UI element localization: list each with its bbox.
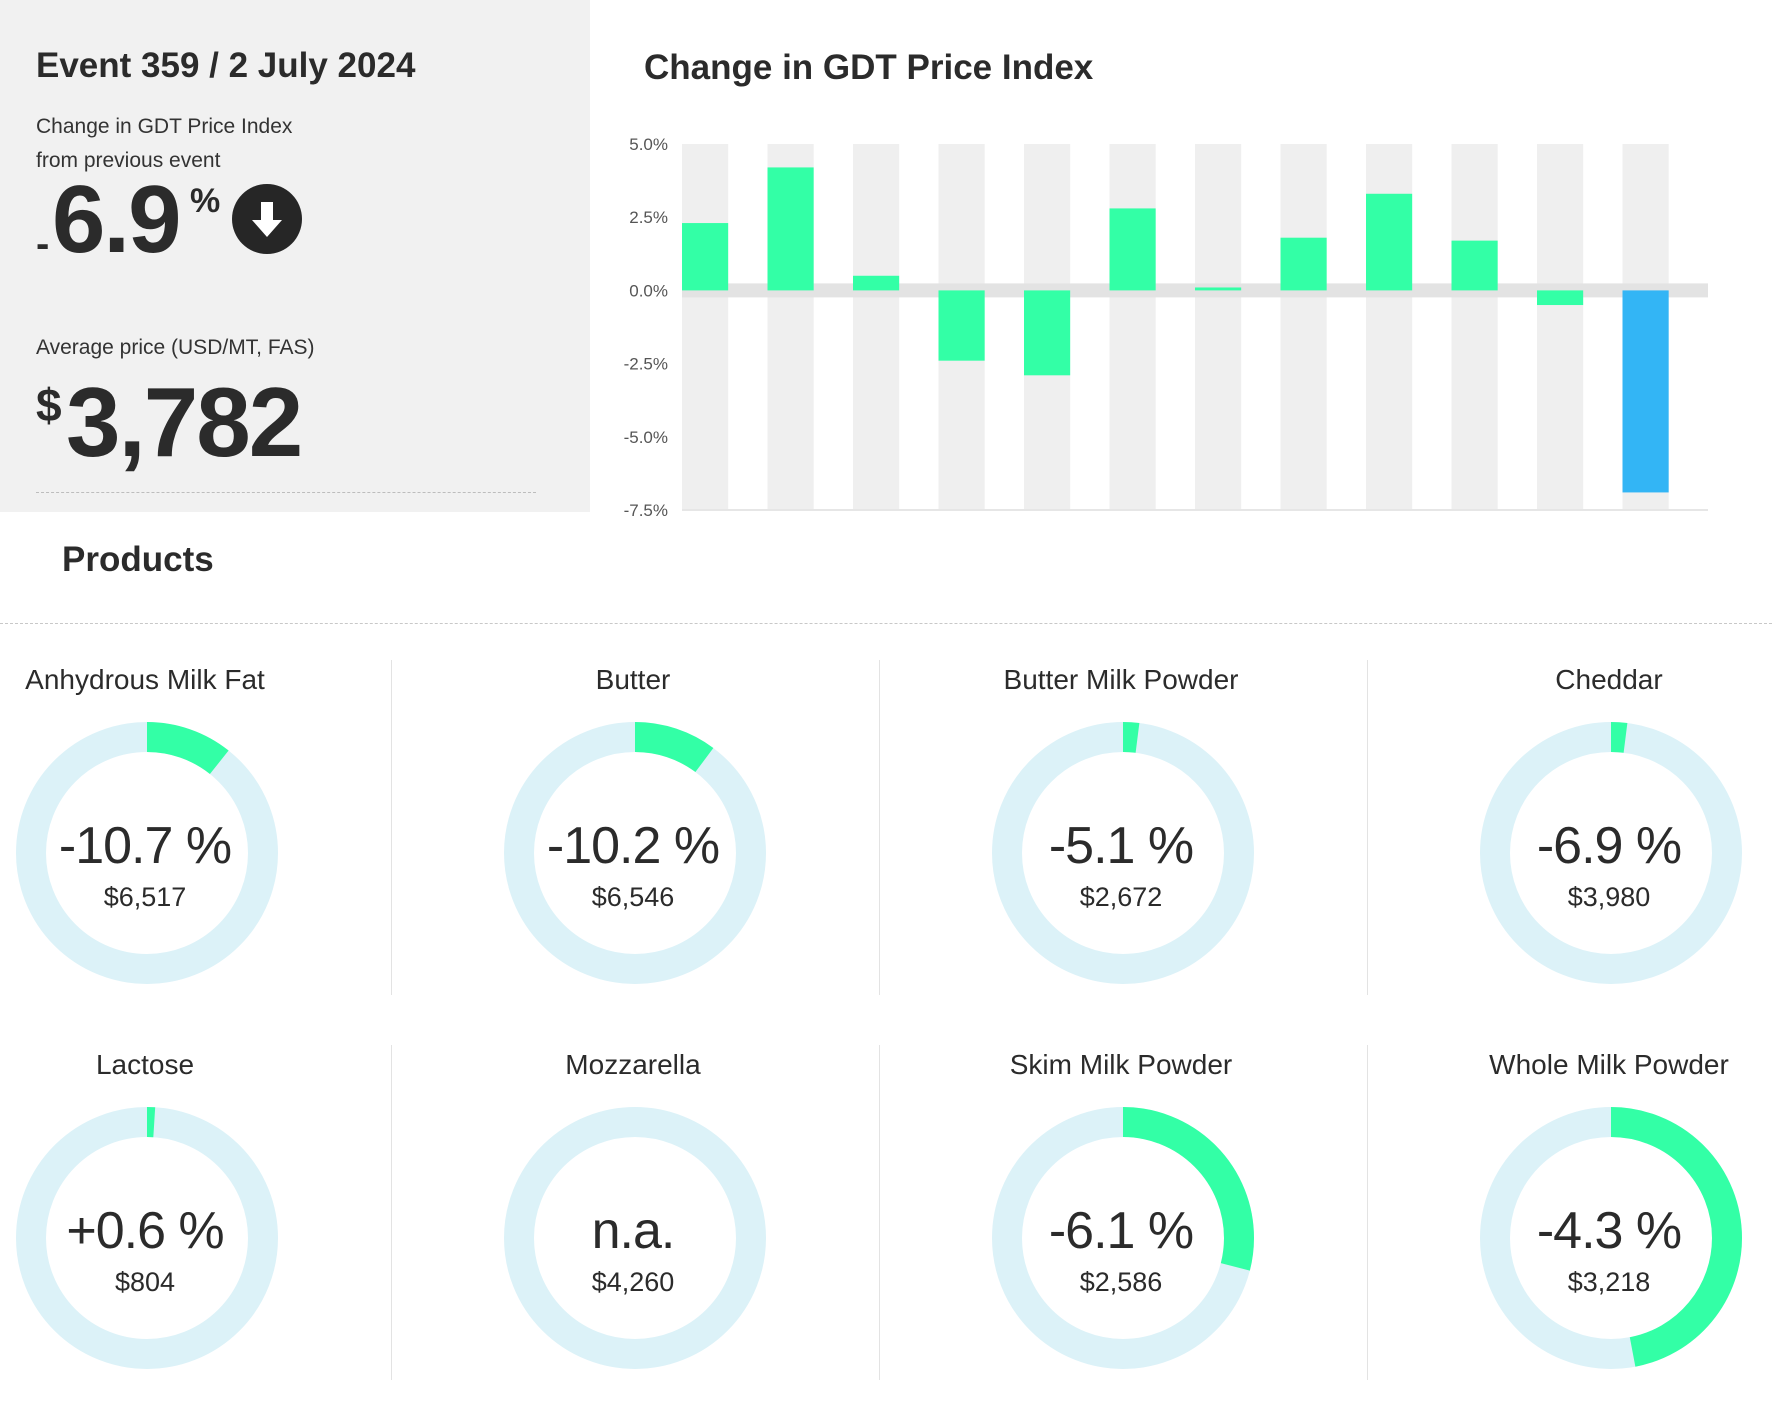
product-name: Butter — [595, 664, 671, 695]
average-number: 3,782 — [66, 367, 303, 477]
product-price: $6,546 — [591, 882, 675, 912]
chart-bar — [1366, 193, 1413, 291]
chart-bar — [938, 290, 985, 361]
donut-arc — [1480, 1107, 1742, 1369]
product-card: Skim Milk Powder -6.1 % $2,586 — [976, 1025, 1464, 1395]
chart-y-tick-label: -2.5% — [624, 355, 668, 374]
chart-column-band — [1109, 144, 1156, 510]
product-donut — [504, 722, 766, 984]
chart-bar — [767, 167, 814, 291]
product-name: Anhydrous Milk Fat — [25, 664, 265, 695]
product-change: -4.3 % — [1536, 1202, 1682, 1260]
chart-bar — [1622, 290, 1669, 493]
product-price: $6,517 — [103, 882, 187, 912]
product-change: -6.9 % — [1536, 817, 1682, 875]
column-separator — [879, 1045, 880, 1380]
average-currency: $ — [36, 379, 62, 431]
product-price: $2,586 — [1079, 1267, 1163, 1297]
arrow-down-circle-icon — [232, 184, 302, 254]
chart-column-band — [1537, 144, 1584, 510]
gdt-index-chart: 5.0% 2.5% 0.0% -2.5% -5.0% -7.5% — [624, 135, 1708, 520]
product-card: Anhydrous Milk Fat -10.7 % $6,517 — [0, 640, 488, 1010]
chart-column-band — [1195, 144, 1242, 510]
event-title: Event 359 / 2 July 2024 — [36, 46, 416, 85]
change-label: Change in GDT Price Index from previous … — [36, 110, 292, 178]
products-title: Products — [62, 540, 214, 579]
product-change: -10.2 % — [546, 817, 720, 875]
donut-arc — [992, 722, 1254, 984]
product-name: Lactose — [95, 1049, 195, 1080]
product-card: Butter Milk Powder -5.1 % $2,672 — [976, 640, 1464, 1010]
product-donut — [1480, 722, 1742, 984]
chart-y-tick-label: 2.5% — [629, 208, 668, 227]
products-divider — [0, 623, 1772, 624]
chart-bar — [1280, 237, 1327, 291]
average-price-label: Average price (USD/MT, FAS) — [36, 336, 315, 359]
product-donut — [16, 722, 278, 984]
column-separator — [391, 1045, 392, 1380]
chart-bar — [853, 275, 900, 291]
product-name: Butter Milk Powder — [1003, 664, 1239, 695]
product-card: Cheddar -6.9 % $3,980 — [1464, 640, 1772, 1010]
donut-arc — [504, 722, 766, 984]
donut-arc — [16, 722, 278, 984]
chart-bar — [1451, 240, 1498, 291]
chart-column-band — [1280, 144, 1327, 510]
donut-arc — [16, 1107, 278, 1369]
chart-column-band — [1451, 144, 1498, 510]
product-card: Mozzarella n.a. $4,260 — [488, 1025, 976, 1395]
product-name: Whole Milk Powder — [1489, 1049, 1729, 1080]
chart-bar — [1195, 287, 1242, 291]
product-donut — [1480, 1107, 1742, 1369]
product-price: $3,980 — [1567, 882, 1651, 912]
product-change: -6.1 % — [1048, 1202, 1194, 1260]
chart-bar — [1537, 290, 1584, 306]
summary-divider — [36, 492, 536, 493]
column-separator — [1367, 1045, 1368, 1380]
chart-bar — [1024, 290, 1071, 376]
column-separator — [391, 660, 392, 995]
chart-bar — [682, 223, 729, 291]
donut-track — [504, 1107, 766, 1369]
product-donut — [16, 1107, 278, 1369]
product-change: n.a. — [591, 1202, 676, 1260]
product-name: Skim Milk Powder — [1009, 1049, 1233, 1080]
product-card: Butter -10.2 % $6,546 — [488, 640, 976, 1010]
summary-panel: Event 359 / 2 July 2024 Change in GDT Pr… — [0, 0, 590, 512]
product-price: $4,260 — [591, 1267, 675, 1297]
chart-column-band — [682, 144, 729, 510]
chart-y-tick-label: 5.0% — [629, 135, 668, 154]
chart-y-tick-label: -5.0% — [624, 428, 668, 447]
product-card: Lactose +0.6 % $804 — [0, 1025, 488, 1395]
change-label-line1: Change in GDT Price Index — [36, 115, 293, 138]
product-price: $804 — [114, 1267, 176, 1297]
donut-arc — [1480, 722, 1742, 984]
product-card: Whole Milk Powder -4.3 % $3,218 — [1464, 1025, 1772, 1395]
product-donut — [992, 722, 1254, 984]
chart-column-band — [853, 144, 900, 510]
change-sign: - — [36, 222, 50, 266]
product-donut — [992, 1107, 1254, 1369]
product-change: -10.7 % — [58, 817, 232, 875]
product-name: Cheddar — [1555, 664, 1663, 695]
product-price: $2,672 — [1079, 882, 1163, 912]
column-separator — [879, 660, 880, 995]
chart-title: Change in GDT Price Index — [644, 48, 1094, 87]
product-price: $3,218 — [1567, 1267, 1651, 1297]
product-donut — [504, 1107, 766, 1369]
change-percent-sign: % — [190, 182, 221, 220]
column-separator — [1367, 660, 1368, 995]
change-number: 6.9 — [52, 166, 181, 273]
chart-y-tick-label: -7.5% — [624, 501, 668, 520]
change-label-line2: from previous event — [36, 149, 221, 172]
product-name: Mozzarella — [565, 1049, 701, 1080]
chart-bar — [1109, 208, 1156, 291]
product-change: -5.1 % — [1048, 817, 1194, 875]
donut-arc — [992, 1107, 1254, 1369]
product-change: +0.6 % — [66, 1202, 224, 1260]
chart-y-tick-label: 0.0% — [629, 281, 668, 300]
